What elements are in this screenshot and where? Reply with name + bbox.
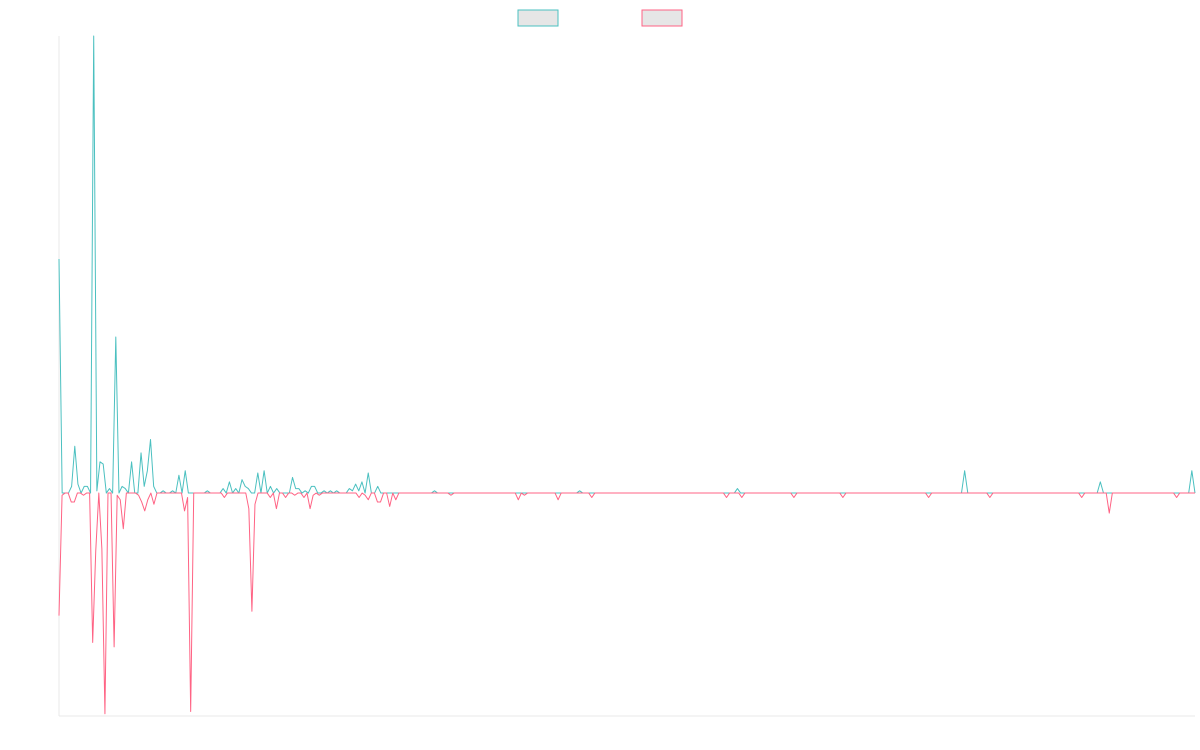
legend xyxy=(517,9,683,27)
series-line-1 xyxy=(58,35,1196,494)
legend-swatch-1[interactable] xyxy=(517,9,559,27)
legend-swatch-2[interactable] xyxy=(641,9,683,27)
axes xyxy=(58,36,1195,717)
series-layer xyxy=(58,35,1196,715)
series-line-2 xyxy=(58,492,1195,715)
